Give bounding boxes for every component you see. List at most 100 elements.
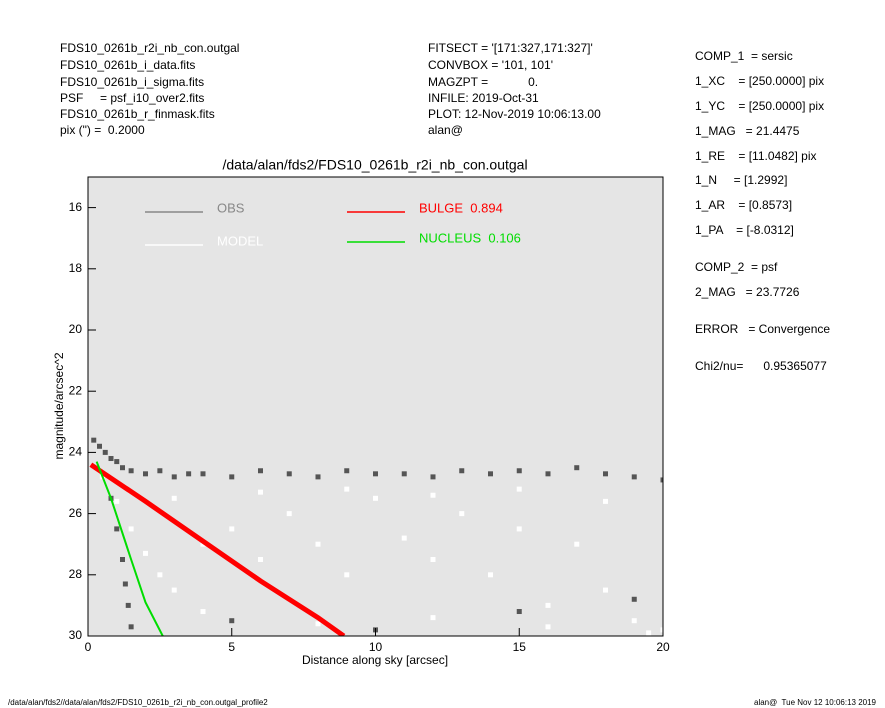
data-point	[315, 474, 321, 480]
data-point	[114, 459, 120, 465]
data-point	[516, 468, 522, 474]
fit-parameter: Chi2/nu= 0.95365077	[695, 359, 827, 373]
data-point	[545, 602, 551, 608]
fit-parameter: 1_RE = [11.0482] pix	[695, 149, 817, 163]
data-point	[143, 550, 148, 556]
data-point	[631, 596, 637, 602]
legend-label: OBS	[217, 200, 245, 215]
data-point	[373, 471, 378, 477]
data-point	[229, 618, 235, 624]
chart-title: /data/alan/fds2/FDS10_0261b_r2i_nb_con.o…	[222, 157, 527, 173]
data-point	[258, 489, 263, 495]
y-axis-label: magnitude/arcsec^2	[52, 352, 66, 459]
data-point	[286, 471, 292, 477]
data-point	[186, 471, 192, 477]
data-point	[660, 627, 663, 633]
model-line	[89, 462, 346, 636]
header-middle-line: INFILE: 2019-Oct-31	[428, 91, 539, 105]
fit-parameter: 2_MAG = 23.7726	[695, 285, 800, 299]
header-left-line: FDS10_0261b_i_sigma.fits	[60, 75, 204, 89]
data-point	[171, 474, 177, 480]
data-point	[545, 624, 551, 630]
data-point	[143, 471, 148, 477]
header-left-line: FDS10_0261b_i_data.fits	[60, 58, 195, 72]
data-point	[574, 541, 580, 547]
data-point	[545, 471, 551, 477]
data-point	[660, 477, 663, 483]
data-point	[157, 468, 163, 474]
data-point	[344, 572, 350, 578]
fit-parameter: 1_N = [1.2992]	[695, 173, 787, 187]
x-tick-label: 0	[85, 640, 92, 654]
fit-parameter: ERROR = Convergence	[695, 322, 830, 336]
header-left-line: FDS10_0261b_r2i_nb_con.outgal	[60, 41, 239, 55]
header-left-line: FDS10_0261b_r_finmask.fits	[60, 107, 215, 121]
y-tick-label: 22	[69, 383, 83, 397]
data-point	[114, 498, 120, 504]
data-point	[200, 471, 206, 477]
data-point	[102, 449, 108, 455]
data-point	[373, 495, 378, 501]
y-tick-label: 16	[69, 200, 83, 214]
x-tick-label: 5	[228, 640, 235, 654]
data-point	[171, 495, 177, 501]
y-tick-label: 28	[69, 567, 83, 581]
data-point	[128, 468, 134, 474]
data-point	[157, 572, 163, 578]
footer-right: alan@ Tue Nov 12 10:06:13 2019	[754, 698, 877, 707]
header-middle-line: CONVBOX = '101, 101'	[428, 58, 553, 72]
header-left-line: PSF = psf_i10_over2.fits	[60, 91, 204, 105]
data-point	[120, 557, 125, 562]
data-point	[344, 468, 350, 474]
data-point	[258, 468, 263, 474]
x-tick-label: 15	[513, 640, 527, 654]
data-point	[286, 511, 292, 517]
header-middle-line: alan@	[428, 123, 463, 137]
data-point	[459, 511, 465, 517]
data-point	[128, 624, 134, 630]
plot-content	[89, 437, 663, 636]
fit-parameter: 1_PA = [-8.0312]	[695, 223, 794, 237]
data-point	[430, 492, 436, 498]
y-tick-label: 18	[69, 261, 83, 275]
y-tick-label: 24	[69, 445, 83, 459]
data-point	[603, 587, 608, 593]
legend-label: NUCLEUS 0.106	[419, 230, 521, 245]
legend-label: BULGE 0.894	[419, 200, 503, 215]
y-tick-label: 30	[69, 628, 83, 642]
data-point	[229, 526, 235, 532]
data-point	[401, 535, 407, 541]
data-point	[200, 541, 206, 547]
fit-parameter: COMP_2 = psf	[695, 260, 778, 274]
header-middle-line: PLOT: 12-Nov-2019 10:06:13.00	[428, 107, 601, 121]
data-point	[631, 618, 637, 624]
header-middle-line: FITSECT = '[171:327,171:327]'	[428, 41, 593, 55]
x-tick-label: 10	[369, 640, 383, 654]
header-middle-line: MAGZPT = 0.	[428, 75, 538, 89]
data-point	[200, 609, 206, 615]
model-line	[95, 461, 164, 636]
fit-parameter: 1_XC = [250.0000] pix	[695, 74, 824, 88]
data-point	[97, 443, 102, 449]
data-point	[488, 471, 493, 477]
x-axis-label: Distance along sky [arcsec]	[302, 653, 448, 667]
data-point	[488, 572, 493, 578]
data-point	[430, 474, 436, 480]
data-point	[430, 557, 436, 562]
fit-parameter: COMP_1 = sersic	[695, 49, 793, 63]
data-point	[125, 602, 131, 608]
footer-left: /data/alan/fds2//data/alan/fds2/FDS10_02…	[8, 698, 268, 707]
data-point	[603, 498, 608, 504]
data-point	[258, 557, 263, 562]
x-tick-label: 20	[656, 640, 670, 654]
plot-area	[88, 177, 663, 636]
data-point	[430, 615, 436, 621]
data-point	[459, 468, 465, 474]
data-point	[122, 581, 128, 587]
data-point	[114, 526, 120, 532]
data-point	[344, 486, 350, 492]
y-tick-label: 26	[69, 506, 83, 520]
data-point	[171, 587, 177, 593]
data-point	[91, 437, 97, 443]
